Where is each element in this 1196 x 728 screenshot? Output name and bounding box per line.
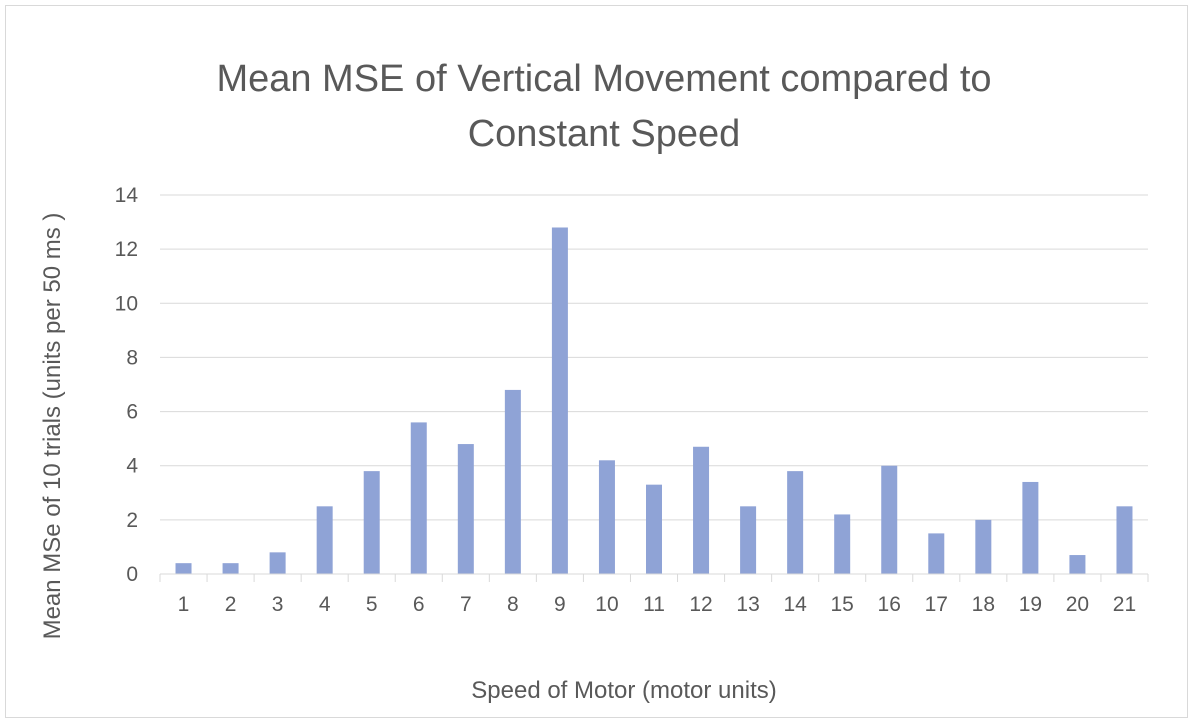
y-tick-label: 14 — [115, 184, 139, 207]
x-tick-label: 1 — [178, 593, 190, 616]
x-tick-label: 12 — [689, 593, 712, 616]
bar-20 — [1069, 555, 1086, 574]
y-axis-title: Mean MSe of 10 trials (units per 50 ms ) — [39, 213, 66, 640]
chart-title: Mean MSE of Vertical Movement compared t… — [216, 58, 991, 155]
x-tick-label: 13 — [736, 593, 759, 616]
bar-5 — [363, 471, 380, 574]
x-tick-label: 2 — [225, 593, 237, 616]
x-tick-label: 8 — [507, 593, 519, 616]
chart-frame: Mean MSE of Vertical Movement compared t… — [5, 5, 1188, 718]
chart-title-line-1: Mean MSE of Vertical Movement compared t… — [216, 58, 991, 100]
bar-18 — [975, 519, 992, 574]
bar-4 — [316, 506, 333, 574]
y-tick-label: 6 — [126, 401, 138, 424]
bar-3 — [269, 552, 286, 574]
chart-title-line-2: Constant Speed — [468, 113, 741, 155]
x-tick-label: 19 — [1019, 593, 1042, 616]
x-axis-title: Speed of Motor (motor units) — [471, 677, 776, 704]
bar-11 — [646, 484, 662, 574]
y-tick-label: 2 — [126, 509, 138, 532]
x-tick-label: 15 — [831, 593, 854, 616]
bar-8 — [504, 389, 521, 574]
bar-6 — [410, 422, 427, 574]
bar-7 — [457, 444, 474, 574]
x-tick-label: 10 — [595, 593, 618, 616]
bar-1 — [175, 563, 192, 574]
y-tick-label: 8 — [126, 346, 138, 369]
y-tick-label: 0 — [126, 563, 138, 586]
x-tick-label: 3 — [272, 593, 284, 616]
y-tick-label: 4 — [126, 455, 138, 478]
bar-19 — [1022, 481, 1039, 574]
x-tick-label: 18 — [972, 593, 995, 616]
y-tick-label: 12 — [115, 238, 138, 261]
x-tick-label: 11 — [643, 593, 665, 616]
x-tick-marks — [159, 574, 1149, 582]
bar-16 — [881, 465, 898, 574]
x-tick-label: 17 — [925, 593, 948, 616]
x-tick-label: 4 — [319, 593, 331, 616]
x-tick-labels: 1 2 3 4 5 6 7 8 9 10 11 12 13 14 15 16 17 18 19 20 21 — [178, 593, 1136, 616]
x-tick-label: 5 — [366, 593, 378, 616]
y-tick-label: 10 — [115, 292, 138, 315]
bar-chart: Mean MSE of Vertical Movement compared t… — [39, 58, 1149, 704]
x-tick-label: 21 — [1113, 593, 1136, 616]
bar-12 — [693, 446, 710, 574]
bar-15 — [834, 514, 851, 574]
bar-17 — [928, 533, 945, 574]
x-tick-label: 7 — [460, 593, 472, 616]
bar-14 — [787, 471, 804, 574]
bar-13 — [740, 506, 757, 574]
bar-21 — [1116, 506, 1133, 574]
x-tick-label: 6 — [413, 593, 425, 616]
gridlines — [160, 194, 1148, 521]
x-tick-label: 14 — [783, 593, 807, 616]
bar-9 — [551, 227, 568, 574]
bar-10 — [598, 460, 615, 574]
bars — [175, 227, 1133, 574]
x-tick-label: 16 — [878, 593, 901, 616]
x-tick-label: 9 — [554, 593, 566, 616]
y-tick-labels: 0 2 4 6 8 10 12 14 — [115, 184, 139, 586]
bar-2 — [222, 563, 239, 574]
x-tick-label: 20 — [1066, 593, 1089, 616]
